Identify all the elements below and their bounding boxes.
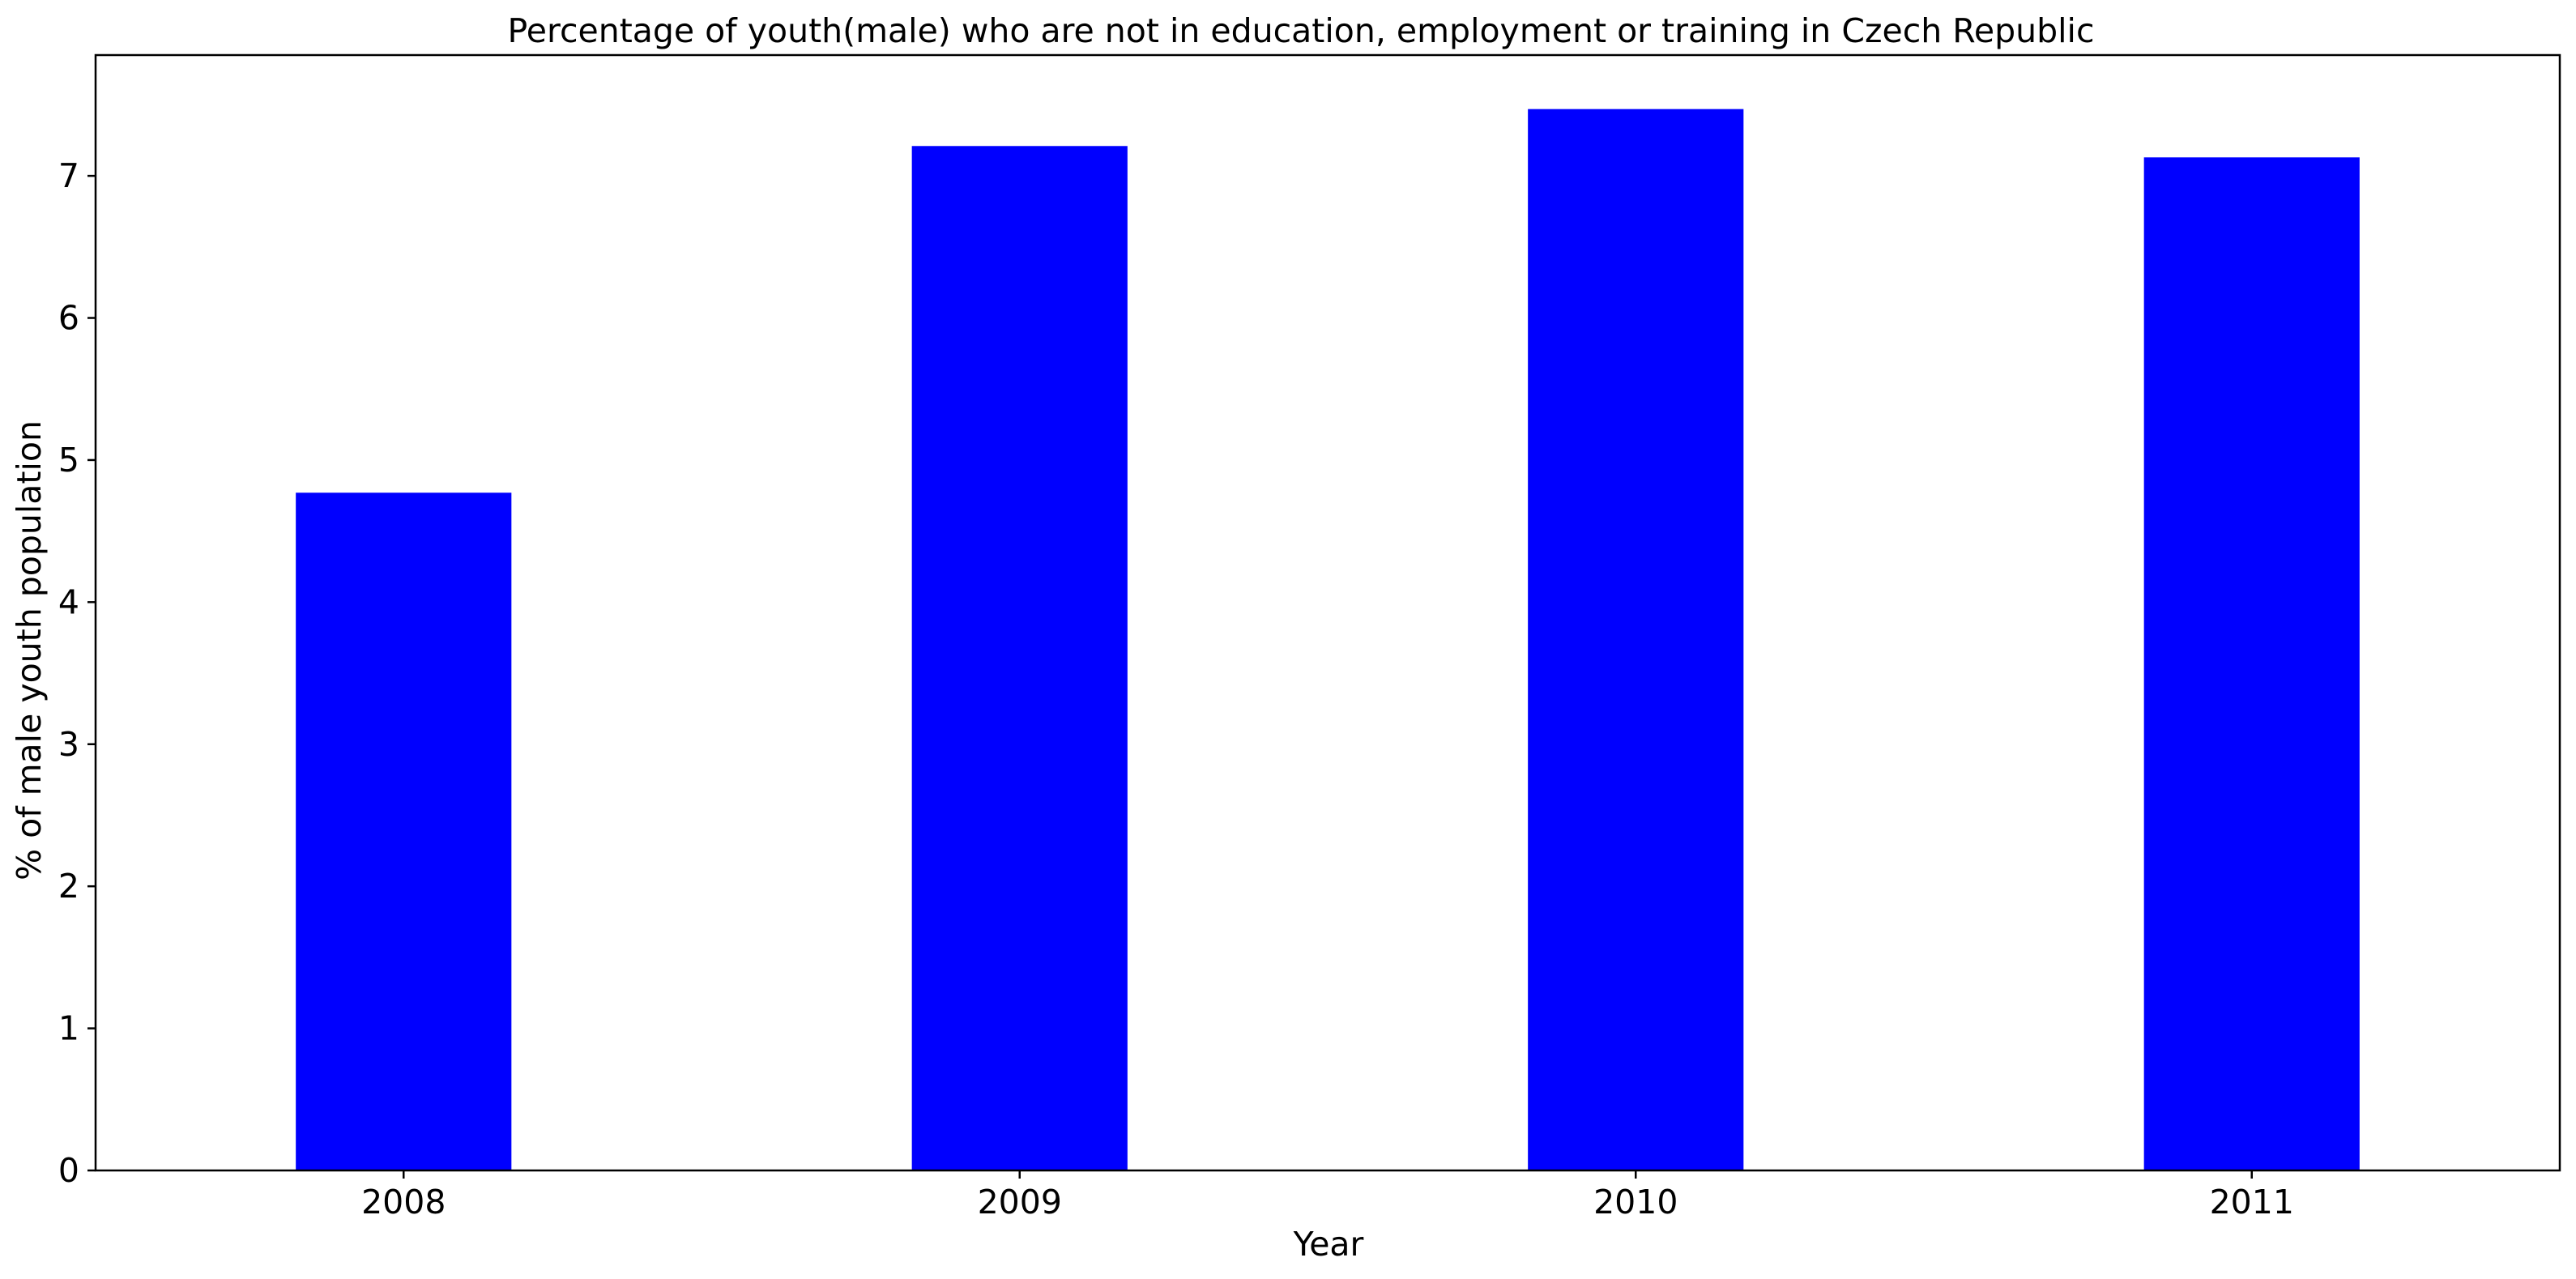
- y-tick-label-6: 6: [58, 299, 79, 338]
- bar-2010: [1528, 109, 1744, 1170]
- y-tick-label-1: 1: [58, 1009, 79, 1048]
- y-tick-label-3: 3: [58, 725, 79, 764]
- plot-frame: [94, 53, 2561, 1172]
- chart-title: Percentage of youth(male) who are not in…: [508, 11, 2095, 50]
- y-tick-label-7: 7: [58, 156, 79, 195]
- plot-area: [296, 109, 2360, 1170]
- y-tick-label-2: 2: [58, 867, 79, 906]
- x-tick-label-2010: 2010: [1593, 1183, 1678, 1221]
- x-tick-label-2008: 2008: [361, 1183, 446, 1221]
- y-tick-label-4: 4: [58, 582, 79, 621]
- bar-2008: [296, 492, 512, 1170]
- y-axis: 0 1 2 3 4 5 6 7: [58, 156, 96, 1190]
- bar-2011: [2143, 157, 2360, 1170]
- x-tick-label-2011: 2011: [2210, 1183, 2294, 1221]
- y-axis-label: % of male youth population: [10, 420, 49, 880]
- x-axis-label: Year: [1293, 1225, 1364, 1264]
- y-tick-label-0: 0: [58, 1151, 79, 1190]
- x-axis: 2008 2009 2010 2011: [361, 1170, 2294, 1221]
- bar-2009: [911, 146, 1128, 1170]
- x-tick-label-2009: 2009: [978, 1183, 1062, 1221]
- y-tick-label-5: 5: [58, 441, 79, 480]
